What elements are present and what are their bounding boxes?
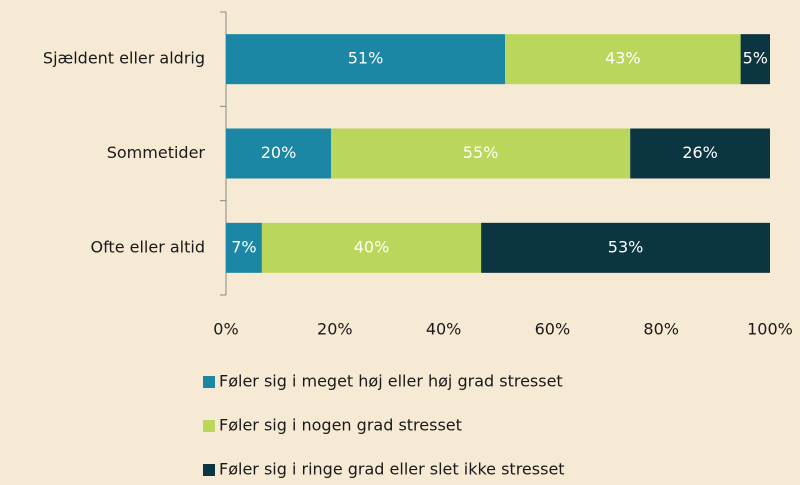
bar-segment bbox=[740, 34, 770, 85]
x-tick-label: 100% bbox=[747, 320, 793, 339]
x-tick-label: 60% bbox=[535, 320, 571, 339]
value-label: 55% bbox=[463, 143, 499, 162]
bar-segment bbox=[226, 222, 262, 273]
category-label: Ofte eller altid bbox=[90, 237, 205, 256]
bar-segment bbox=[330, 128, 631, 179]
x-tick-label: 40% bbox=[426, 320, 462, 339]
value-label: 26% bbox=[682, 143, 718, 162]
value-label: 7% bbox=[231, 237, 256, 256]
x-tick-label: 0% bbox=[213, 320, 238, 339]
category-label: Sommetider bbox=[107, 143, 206, 162]
bar-segment bbox=[481, 222, 770, 273]
legend-swatch bbox=[203, 376, 215, 388]
legend-swatch bbox=[203, 420, 215, 432]
legend-label: Føler sig i meget høj eller høj grad str… bbox=[219, 372, 563, 391]
value-label: 40% bbox=[354, 237, 390, 256]
value-label: 53% bbox=[608, 237, 644, 256]
bar-segment bbox=[630, 128, 770, 179]
bar-segment bbox=[226, 34, 506, 85]
category-label: Sjældent eller aldrig bbox=[43, 49, 205, 68]
x-tick-label: 80% bbox=[643, 320, 679, 339]
value-label: 51% bbox=[348, 49, 384, 68]
legend-label: Føler sig i nogen grad stresset bbox=[219, 416, 462, 435]
bar-segment bbox=[226, 128, 331, 179]
bar-segment bbox=[505, 34, 741, 85]
legend-swatch bbox=[203, 464, 215, 476]
x-tick-label: 20% bbox=[317, 320, 353, 339]
bar-segment bbox=[261, 222, 482, 273]
legend-label: Føler sig i ringe grad eller slet ikke s… bbox=[219, 460, 565, 479]
value-label: 43% bbox=[605, 49, 641, 68]
value-label: 20% bbox=[261, 143, 297, 162]
value-label: 5% bbox=[743, 49, 768, 68]
